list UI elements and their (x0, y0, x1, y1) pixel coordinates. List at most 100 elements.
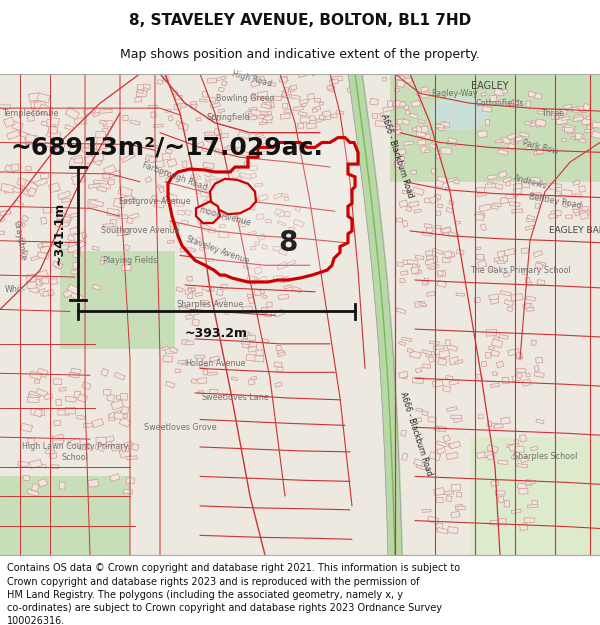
Bar (62, 222, 69, 228)
Bar (83, 107, 95, 115)
Bar (481, 361, 487, 367)
Bar (396, 308, 406, 314)
Bar (491, 203, 499, 209)
Bar (63, 144, 71, 152)
Bar (446, 452, 458, 459)
Bar (497, 261, 505, 264)
Bar (216, 135, 223, 139)
Bar (353, 101, 362, 107)
Bar (216, 298, 226, 304)
Bar (494, 424, 503, 429)
Bar (0, 105, 11, 109)
Bar (535, 120, 545, 127)
Bar (566, 215, 572, 219)
Bar (257, 234, 265, 241)
Bar (155, 161, 165, 168)
Bar (456, 249, 464, 255)
Bar (179, 307, 188, 313)
Bar (124, 229, 130, 235)
Bar (29, 371, 42, 379)
Bar (517, 369, 526, 372)
Bar (116, 395, 122, 400)
Bar (254, 289, 261, 296)
Bar (511, 100, 520, 104)
Bar (208, 259, 214, 262)
Bar (284, 285, 292, 289)
Bar (319, 115, 324, 119)
Bar (190, 310, 199, 316)
Text: Park Row: Park Row (521, 138, 559, 156)
Bar (209, 97, 216, 102)
Bar (119, 418, 131, 428)
Bar (221, 284, 227, 289)
Bar (521, 248, 529, 253)
Bar (293, 106, 303, 111)
Bar (523, 303, 532, 309)
Bar (58, 191, 71, 199)
Bar (436, 124, 444, 128)
Bar (508, 143, 515, 149)
Bar (382, 78, 386, 81)
Bar (292, 286, 302, 292)
Bar (470, 437, 600, 555)
Bar (182, 161, 187, 168)
Bar (325, 114, 331, 120)
Bar (407, 260, 418, 264)
Bar (489, 294, 499, 300)
Bar (447, 344, 457, 351)
Bar (506, 194, 514, 199)
Bar (28, 438, 35, 445)
Bar (175, 96, 182, 99)
Bar (425, 259, 436, 265)
Bar (247, 294, 253, 298)
Bar (399, 200, 408, 208)
Bar (181, 220, 188, 224)
Bar (436, 524, 443, 529)
Bar (50, 130, 58, 135)
Bar (27, 489, 39, 496)
Bar (88, 199, 97, 208)
Bar (202, 300, 209, 304)
Text: High Lawn County Primary
School: High Lawn County Primary School (22, 442, 128, 462)
Bar (355, 94, 361, 99)
Bar (432, 248, 443, 254)
Bar (246, 197, 256, 203)
Bar (298, 123, 304, 128)
Bar (494, 89, 505, 96)
Bar (434, 194, 441, 199)
Bar (430, 341, 439, 344)
Bar (124, 442, 133, 447)
Bar (41, 121, 55, 128)
Bar (175, 202, 184, 206)
Bar (418, 119, 425, 123)
Bar (485, 119, 490, 125)
Bar (440, 227, 451, 234)
Bar (454, 179, 460, 184)
Bar (584, 129, 594, 133)
Bar (122, 264, 131, 271)
Bar (215, 149, 223, 154)
Bar (512, 375, 520, 382)
Bar (517, 354, 523, 360)
Bar (572, 204, 583, 209)
Bar (478, 131, 487, 138)
Bar (449, 379, 459, 385)
Bar (256, 133, 263, 138)
Bar (65, 107, 79, 119)
Bar (19, 131, 30, 138)
Bar (409, 351, 421, 359)
Bar (551, 113, 559, 119)
Bar (187, 287, 194, 292)
Bar (210, 114, 220, 121)
Bar (383, 106, 394, 112)
Bar (185, 247, 195, 252)
Bar (527, 218, 534, 222)
Bar (497, 149, 508, 155)
Bar (478, 260, 487, 268)
Bar (573, 209, 579, 213)
Bar (248, 379, 255, 385)
Bar (221, 81, 227, 86)
Bar (433, 380, 443, 388)
Bar (173, 91, 178, 95)
Bar (564, 104, 572, 109)
